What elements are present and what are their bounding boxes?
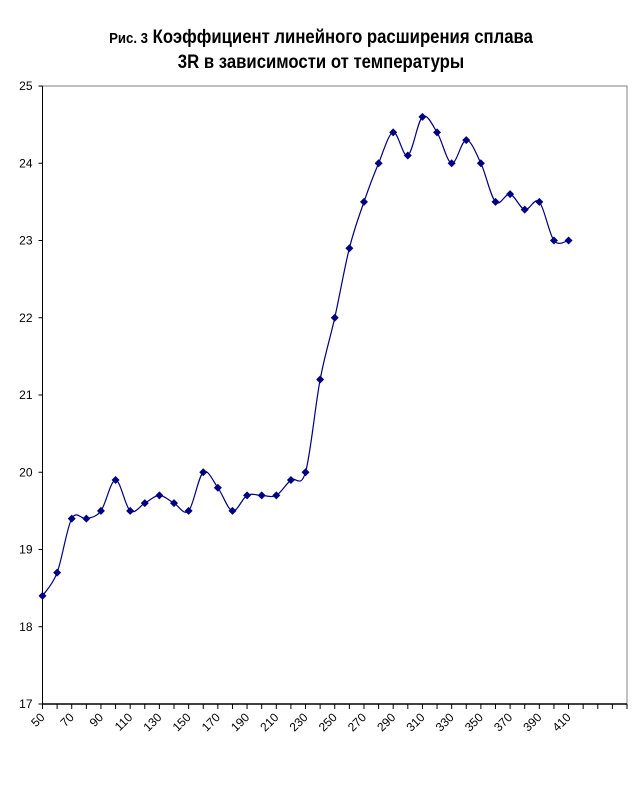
data-point [506, 190, 515, 199]
y-tick-label: 25 [19, 79, 33, 93]
figure-number: Рис. 3 [109, 30, 149, 47]
data-point [170, 499, 179, 508]
data-point [155, 491, 164, 500]
y-tick-label: 23 [19, 234, 33, 248]
data-point [389, 128, 398, 137]
data-point [447, 159, 456, 168]
title-line-1: Коэффициент линейного расширения сплава [152, 27, 533, 48]
y-tick-label: 20 [19, 465, 33, 479]
x-tick-label: 270 [345, 710, 369, 734]
x-tick-label: 110 [112, 710, 136, 734]
x-tick-label: 150 [170, 710, 194, 734]
data-point [418, 112, 427, 121]
y-tick-label: 22 [19, 311, 33, 325]
data-point [82, 514, 91, 523]
x-tick-label: 210 [257, 710, 281, 734]
x-tick-label: 370 [491, 710, 515, 734]
data-point [38, 591, 47, 600]
data-point [257, 491, 266, 500]
data-point [345, 244, 354, 253]
x-tick-label: 250 [316, 710, 340, 734]
y-tick-label: 21 [19, 388, 33, 402]
x-tick-label: 90 [87, 710, 107, 730]
data-point [403, 151, 412, 160]
data-point [111, 475, 120, 484]
data-point [67, 514, 76, 523]
data-point [316, 375, 325, 384]
title-line-2: 3R в зависимости от температуры [177, 52, 465, 73]
x-tick-label: 330 [433, 710, 457, 734]
data-point [199, 468, 208, 477]
x-tick-label: 170 [199, 710, 223, 734]
x-tick-label: 290 [374, 710, 398, 734]
x-tick-label: 390 [520, 710, 544, 734]
series-line [41, 115, 569, 597]
x-tick-label: 230 [287, 710, 311, 734]
data-point [53, 568, 62, 577]
x-tick-label: 50 [28, 710, 48, 730]
x-tick-label: 350 [462, 710, 486, 734]
data-point [213, 483, 222, 492]
data-point [301, 468, 310, 477]
data-point [491, 197, 500, 206]
data-point [433, 128, 442, 137]
data-point [286, 475, 295, 484]
data-point [476, 159, 485, 168]
x-tick-label: 130 [140, 710, 164, 734]
y-tick-label: 17 [19, 697, 33, 711]
x-tick-label: 190 [228, 710, 252, 734]
y-tick-label: 18 [19, 620, 33, 634]
data-point [520, 205, 529, 214]
data-point [330, 313, 339, 322]
y-tick-label: 19 [19, 543, 33, 557]
data-point [549, 236, 558, 245]
data-point [228, 506, 237, 515]
x-tick-label: 70 [58, 710, 78, 730]
data-point [359, 197, 368, 206]
data-point [374, 159, 383, 168]
plot-area [42, 85, 628, 705]
data-point [272, 491, 281, 500]
data-point [184, 506, 193, 515]
x-tick-label: 310 [403, 710, 427, 734]
data-point [126, 506, 135, 515]
chart-title: Рис. 3 Коэффициент линейного расширения … [39, 26, 604, 75]
data-point [140, 499, 149, 508]
data-point [243, 491, 252, 500]
data-point [462, 136, 471, 145]
data-point [535, 197, 544, 206]
data-point [564, 236, 573, 245]
y-tick-label: 24 [19, 156, 33, 170]
x-tick-label: 410 [550, 710, 574, 734]
data-point [96, 506, 105, 515]
